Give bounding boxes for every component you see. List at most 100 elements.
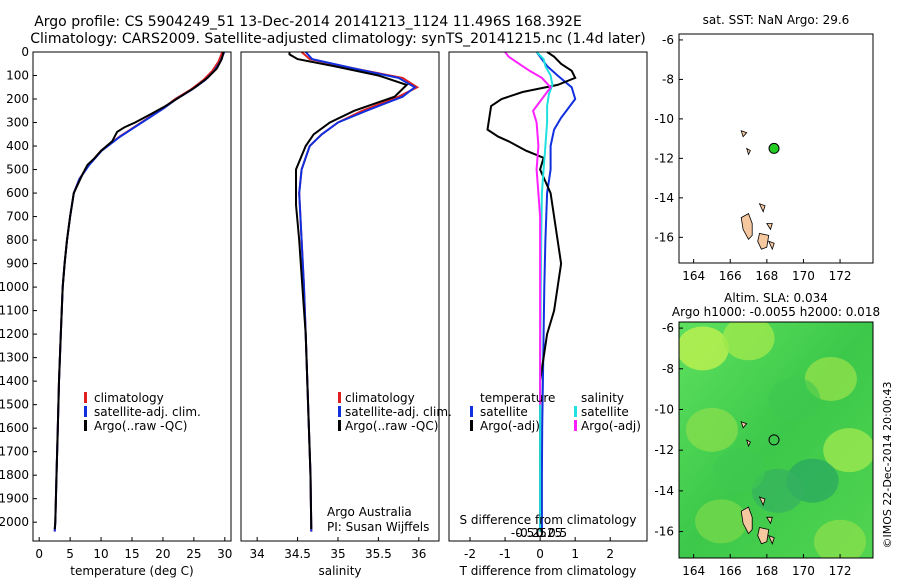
x-tick-label: 170 bbox=[792, 564, 815, 578]
sst-map-title: sat. SST: NaN Argo: 29.6 bbox=[703, 13, 850, 27]
y-tick-label: 600 bbox=[6, 186, 29, 200]
legend-label-argo: Argo(..raw -QC) bbox=[345, 419, 438, 433]
y-tick-label: -12 bbox=[654, 151, 674, 165]
x-tick-label: 15 bbox=[124, 547, 139, 561]
y-tick-label: 1800 bbox=[0, 468, 29, 482]
y-tick-label: 1000 bbox=[0, 280, 29, 294]
sla-heatmap bbox=[679, 322, 873, 558]
y-tick-label: -10 bbox=[654, 112, 674, 126]
legend-swatch-argo-salinity bbox=[574, 420, 577, 431]
series-line-temperature-2 bbox=[53, 51, 225, 530]
y-tick-label: 100 bbox=[6, 69, 29, 83]
series-line-temperature-1 bbox=[53, 51, 226, 532]
island-shape bbox=[766, 516, 773, 525]
x-tick-label: 35 bbox=[330, 547, 345, 561]
sla-heat-cell bbox=[722, 322, 775, 361]
island-shape bbox=[766, 223, 773, 231]
top-tick-label: 0.5 bbox=[548, 526, 567, 540]
sla-heat-cell bbox=[823, 428, 873, 473]
legend-swatch-satellite-salinity bbox=[574, 406, 577, 417]
top-tick-label: 0.25 bbox=[536, 526, 563, 540]
sst-map-land bbox=[740, 130, 775, 251]
y-tick-label: -14 bbox=[654, 484, 674, 498]
legend-label-climatology: climatology bbox=[94, 391, 164, 405]
y-tick-label: -6 bbox=[662, 321, 674, 335]
y-tick-label: -8 bbox=[662, 362, 674, 376]
temperature-y-ticks: 0 100 200 300 400 500 600 700 800 900 1000 1100 1200… bbox=[0, 45, 37, 529]
x-tick-label: 34 bbox=[250, 547, 265, 561]
salinity-annotation-line-2: PI: Susan Wijffels bbox=[327, 520, 429, 534]
y-tick-label: 800 bbox=[6, 233, 29, 247]
x-tick-label: 36 bbox=[411, 547, 426, 561]
legend-label-satellite: satellite-adj. clim. bbox=[345, 405, 452, 419]
sla-heat-cell bbox=[804, 356, 857, 401]
temperature-panel: 0 5 10 15 20 25 30 0 100 200 300 400 500 600 700 800 90… bbox=[0, 45, 232, 578]
y-tick-label: 1100 bbox=[0, 304, 29, 318]
x-tick-label: -2 bbox=[464, 547, 476, 561]
x-tick-label: 1 bbox=[571, 547, 579, 561]
x-tick-label: 172 bbox=[829, 269, 852, 283]
temperature-x-axis-label: temperature (deg C) bbox=[70, 564, 193, 578]
difference-series-group bbox=[486, 51, 577, 532]
legend-label-satellite-salinity: satellite bbox=[581, 405, 629, 419]
legend-label-argo: Argo(..raw -QC) bbox=[94, 419, 187, 433]
temperature-x-ticks: 0 5 10 15 20 25 30 bbox=[35, 537, 232, 561]
y-tick-label: 700 bbox=[6, 210, 29, 224]
sla-map-title-line-2: Argo h1000: -0.0055 h2000: 0.018 bbox=[672, 305, 880, 319]
salinity-legend: climatology satellite-adj. clim. Argo(..… bbox=[338, 391, 452, 433]
legend-label-satellite-temperature: satellite bbox=[480, 405, 528, 419]
y-tick-label: 1600 bbox=[0, 421, 29, 435]
x-tick-label: 30 bbox=[217, 547, 232, 561]
x-tick-label: 164 bbox=[682, 564, 705, 578]
island-shape bbox=[767, 534, 775, 545]
legend-swatch-argo bbox=[84, 420, 87, 431]
header-line-1: Argo profile: CS 5904249_51 13-Dec-2014 … bbox=[34, 14, 582, 30]
sla-map-frame bbox=[678, 321, 874, 559]
island-shape bbox=[758, 203, 766, 213]
island-shape bbox=[746, 439, 751, 448]
sla-map-ticks: 164 166 168 170 172 -6 -8 -10 -12 -14 -16 bbox=[654, 321, 851, 578]
island-shape bbox=[740, 213, 753, 240]
x-tick-label: 168 bbox=[755, 269, 778, 283]
y-tick-label: 900 bbox=[6, 257, 29, 271]
legend-label-climatology: climatology bbox=[345, 391, 415, 405]
x-tick-label: 170 bbox=[792, 269, 815, 283]
series-line-salinity-1 bbox=[298, 51, 417, 532]
y-tick-label: -10 bbox=[654, 402, 674, 416]
salinity-panel: 34 34.5 35 35.5 36 climatology satellite-adj… bbox=[240, 51, 452, 578]
series-line-difference-3 bbox=[504, 51, 552, 405]
argo-profile-marker bbox=[768, 142, 780, 154]
x-tick-label: 168 bbox=[755, 564, 778, 578]
y-tick-label: 2000 bbox=[0, 515, 29, 529]
salinity-axes-frame bbox=[240, 51, 440, 542]
difference-x-axis-label: T difference from climatology bbox=[459, 564, 637, 578]
top-tick-label: -0.5 bbox=[511, 526, 534, 540]
legend-swatch-satellite bbox=[338, 406, 341, 417]
y-tick-label: -16 bbox=[654, 230, 674, 244]
temperature-series-group bbox=[53, 51, 226, 532]
y-tick-label: -16 bbox=[654, 525, 674, 539]
legend-label-argo-temperature: Argo(-adj) bbox=[480, 419, 540, 433]
legend-swatch-climatology bbox=[84, 392, 87, 403]
x-tick-label: 34.5 bbox=[284, 547, 311, 561]
y-tick-label: 1900 bbox=[0, 492, 29, 506]
y-tick-label: 1400 bbox=[0, 374, 29, 388]
top-tick-label: 0 bbox=[536, 526, 544, 540]
difference-top-axis-label: S difference from climatology bbox=[460, 513, 637, 527]
y-tick-label: 300 bbox=[6, 116, 29, 130]
legend-header-salinity: salinity bbox=[581, 391, 624, 405]
salinity-x-ticks: 34 34.5 35 35.5 36 bbox=[250, 537, 426, 561]
x-tick-label: 164 bbox=[682, 269, 705, 283]
sst-map-frame bbox=[678, 33, 874, 264]
sla-map-title-line-1: Altim. SLA: 0.034 bbox=[724, 291, 828, 305]
x-tick-label: 166 bbox=[719, 269, 742, 283]
y-tick-label: 200 bbox=[6, 92, 29, 106]
sla-heat-cell bbox=[679, 326, 729, 371]
x-tick-label: 0 bbox=[536, 547, 544, 561]
legend-swatch-satellite-temperature bbox=[470, 406, 473, 417]
temperature-legend: climatology satellite-adj. clim. Argo(..… bbox=[84, 391, 201, 433]
y-tick-label: 500 bbox=[6, 163, 29, 177]
difference-axes-frame bbox=[448, 51, 648, 542]
